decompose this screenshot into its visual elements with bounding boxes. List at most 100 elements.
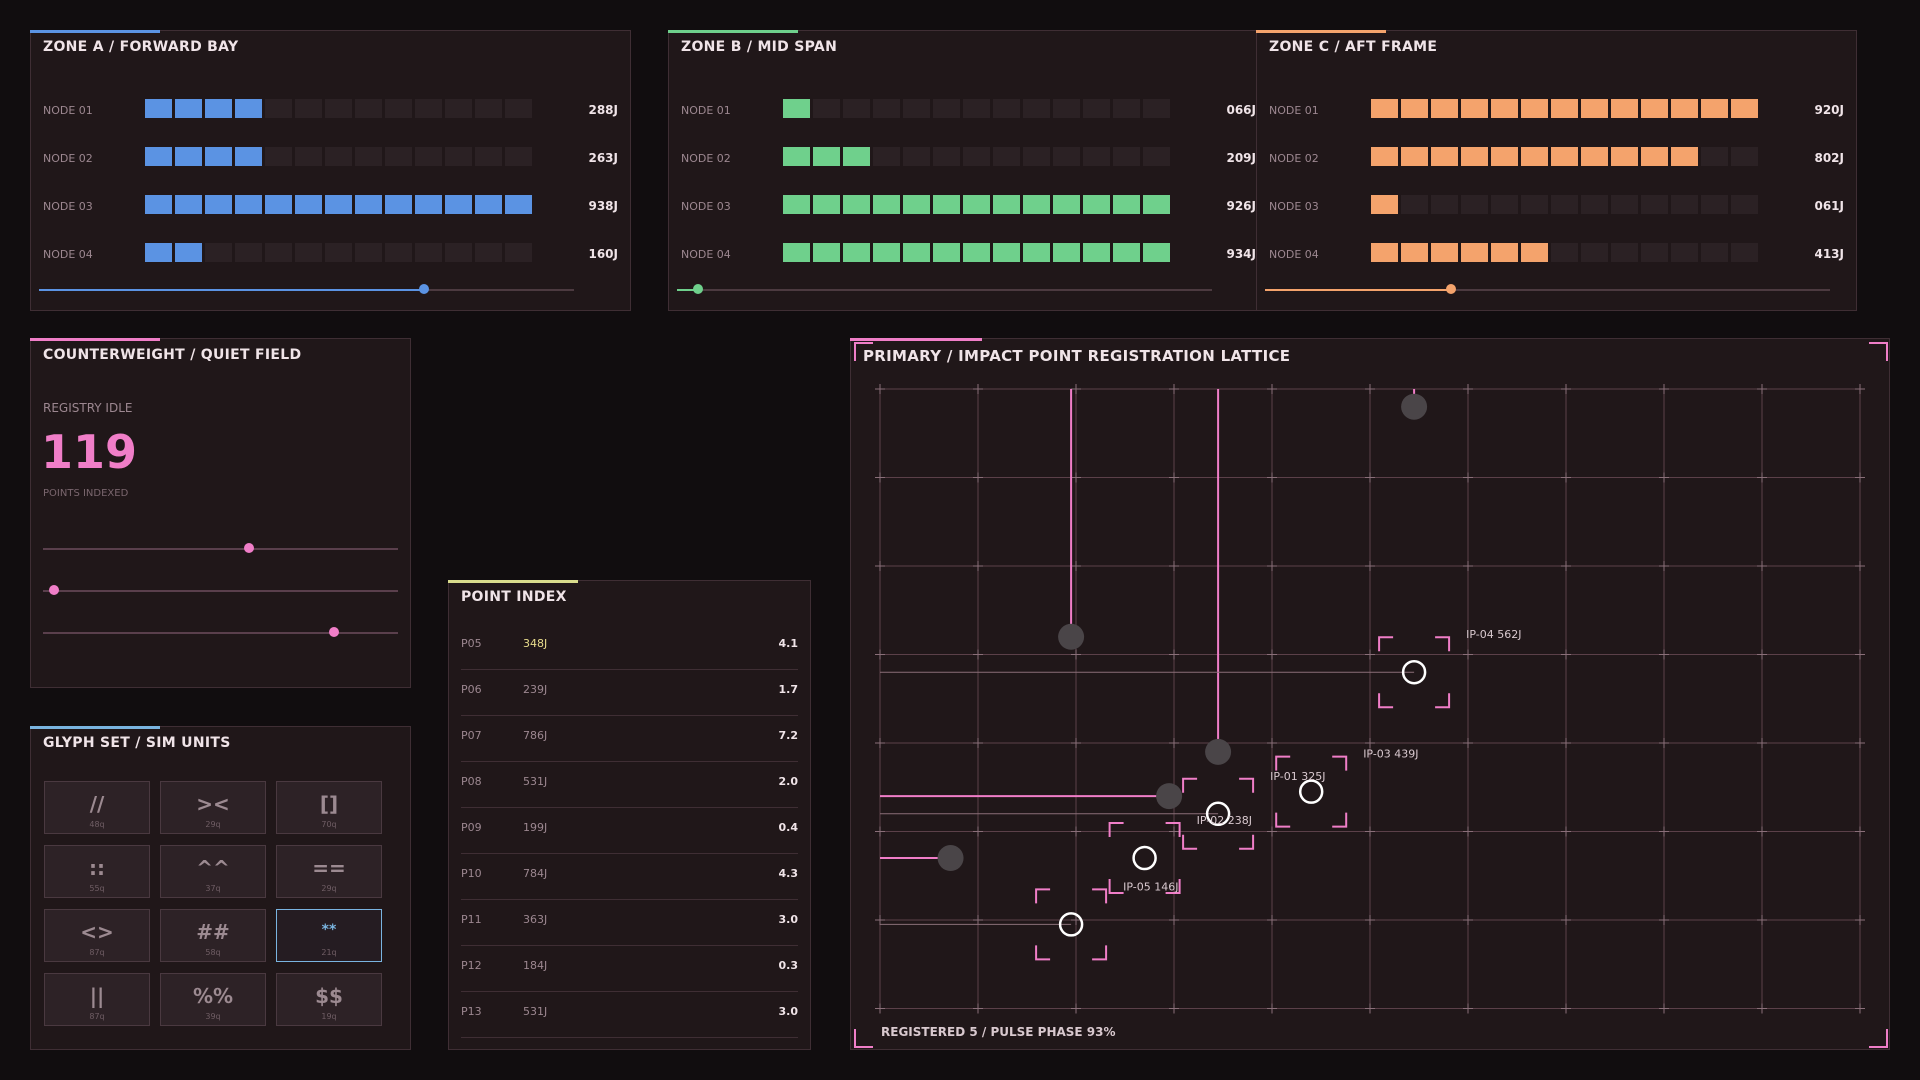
table-row[interactable]: P06 239J 1.7 bbox=[461, 669, 798, 716]
bar-segment-filled bbox=[1083, 195, 1110, 214]
grid-cross bbox=[1561, 915, 1571, 925]
table-row[interactable]: P13 531J 3.0 bbox=[461, 991, 798, 1038]
bar-segment-empty bbox=[415, 243, 442, 262]
bar-segment-empty bbox=[1701, 195, 1728, 214]
table-row[interactable]: P09 199J 0.4 bbox=[461, 807, 798, 854]
glyph-quantity: 21q bbox=[321, 948, 337, 957]
quiet-field-slider[interactable] bbox=[43, 627, 398, 637]
slider-handle[interactable] bbox=[693, 284, 704, 294]
bar-segment-empty bbox=[1491, 195, 1518, 214]
bar-segment-filled bbox=[843, 243, 870, 262]
bar-segment-filled bbox=[1053, 243, 1080, 262]
glyph-button[interactable]: <> 87q bbox=[44, 909, 150, 962]
glyph-button[interactable]: == 29q bbox=[276, 845, 382, 898]
bar-segment-filled bbox=[1491, 243, 1518, 262]
table-row[interactable]: P10 784J 4.3 bbox=[461, 853, 798, 900]
bar-segment-empty bbox=[1731, 147, 1758, 166]
grid-cross bbox=[1659, 738, 1669, 748]
node-value: 263J bbox=[588, 151, 618, 165]
slider-handle[interactable] bbox=[48, 585, 59, 595]
grid-cross bbox=[1561, 826, 1571, 837]
bar-segment-empty bbox=[445, 147, 472, 166]
grid-cross bbox=[1169, 1003, 1179, 1014]
glyph-button[interactable]: %% 39q bbox=[160, 973, 266, 1026]
quiet-field-slider[interactable] bbox=[43, 543, 398, 553]
grid-cross bbox=[1267, 561, 1277, 571]
slider-handle[interactable] bbox=[1446, 284, 1457, 294]
glyph-button[interactable]: >< 29q bbox=[160, 781, 266, 834]
bar-segment-filled bbox=[1611, 147, 1638, 166]
energy-bar bbox=[783, 147, 1170, 166]
slider-handle[interactable] bbox=[329, 627, 340, 637]
grid-cross bbox=[875, 561, 885, 571]
zone-slider[interactable] bbox=[1265, 284, 1830, 294]
grid-cross bbox=[1561, 1003, 1571, 1014]
bar-segment-empty bbox=[1113, 99, 1140, 118]
table-row[interactable]: P05 348J 4.1 bbox=[461, 623, 798, 670]
bar-segment-filled bbox=[1401, 243, 1428, 262]
grid-cross bbox=[1169, 826, 1179, 837]
grid-cross bbox=[1267, 826, 1277, 837]
grid-cross bbox=[1757, 561, 1767, 571]
bar-segment-empty bbox=[1731, 243, 1758, 262]
bar-segment-filled bbox=[1371, 99, 1398, 118]
glyph-quantity: 39q bbox=[205, 1012, 221, 1021]
panel-title: ZONE A / FORWARD BAY bbox=[43, 39, 239, 55]
zone-slider[interactable] bbox=[677, 284, 1212, 294]
table-row[interactable]: P08 531J 2.0 bbox=[461, 761, 798, 808]
bar-segment-empty bbox=[475, 147, 502, 166]
zone-slider[interactable] bbox=[39, 284, 574, 294]
bar-segment-filled bbox=[1671, 99, 1698, 118]
slider-fill bbox=[677, 289, 699, 291]
quiet-field-slider[interactable] bbox=[43, 585, 398, 595]
grid-cross bbox=[875, 738, 885, 748]
node-label: NODE 03 bbox=[43, 200, 93, 213]
bar-segment-empty bbox=[475, 99, 502, 118]
glyph-button[interactable]: $$ 19q bbox=[276, 973, 382, 1026]
glyph-quantity: 55q bbox=[89, 884, 105, 893]
bar-segment-filled bbox=[963, 243, 990, 262]
slider-handle[interactable] bbox=[243, 543, 254, 553]
grid-cross bbox=[1071, 1003, 1081, 1014]
table-row[interactable]: P07 786J 7.2 bbox=[461, 715, 798, 762]
grid-cross bbox=[1463, 384, 1473, 394]
bar-segment-empty bbox=[1581, 243, 1608, 262]
registration-bracket bbox=[1275, 755, 1348, 828]
glyph-symbol: || bbox=[89, 984, 105, 1008]
grid-cross bbox=[1757, 826, 1767, 837]
bar-segment-empty bbox=[1461, 195, 1488, 214]
bar-segment-empty bbox=[385, 243, 412, 262]
bar-segment-empty bbox=[355, 243, 382, 262]
lattice-canvas[interactable]: IP-04 562J IP-03 439J IP-01 325J IP-02 238J… bbox=[851, 339, 1891, 1051]
point-value: 0.4 bbox=[778, 821, 799, 834]
glyph-button[interactable]: [] 70q bbox=[276, 781, 382, 834]
table-row[interactable]: P12 184J 0.3 bbox=[461, 945, 798, 992]
panel-corner bbox=[854, 1029, 873, 1048]
point-value: 0.3 bbox=[778, 959, 799, 972]
glyph-button[interactable]: // 48q bbox=[44, 781, 150, 834]
glyph-button[interactable]: :: 55q bbox=[44, 845, 150, 898]
point-energy: 363J bbox=[523, 913, 548, 926]
bar-segment-empty bbox=[505, 243, 532, 262]
grid-cross bbox=[1561, 384, 1571, 394]
glyph-button[interactable]: ** 21q bbox=[276, 909, 382, 962]
bar-segment-filled bbox=[783, 195, 810, 214]
slider-handle[interactable] bbox=[419, 284, 430, 294]
node-label: NODE 03 bbox=[1269, 200, 1319, 213]
bar-segment-empty bbox=[1053, 147, 1080, 166]
bar-segment-filled bbox=[1113, 195, 1140, 214]
table-row[interactable]: P11 363J 3.0 bbox=[461, 899, 798, 946]
bar-segment-empty bbox=[873, 99, 900, 118]
point-value: 1.7 bbox=[778, 683, 799, 696]
node-value: 288J bbox=[588, 103, 618, 117]
grid-cross bbox=[1365, 649, 1375, 660]
node-value: 926J bbox=[1226, 199, 1256, 213]
bar-segment-filled bbox=[1521, 147, 1548, 166]
node-value: 938J bbox=[588, 199, 618, 213]
bar-segment-filled bbox=[843, 195, 870, 214]
bar-segment-filled bbox=[813, 195, 840, 214]
glyph-button[interactable]: ## 58q bbox=[160, 909, 266, 962]
glyph-button[interactable]: || 87q bbox=[44, 973, 150, 1026]
glyph-quantity: 58q bbox=[205, 948, 221, 957]
glyph-button[interactable]: ^^ 37q bbox=[160, 845, 266, 898]
